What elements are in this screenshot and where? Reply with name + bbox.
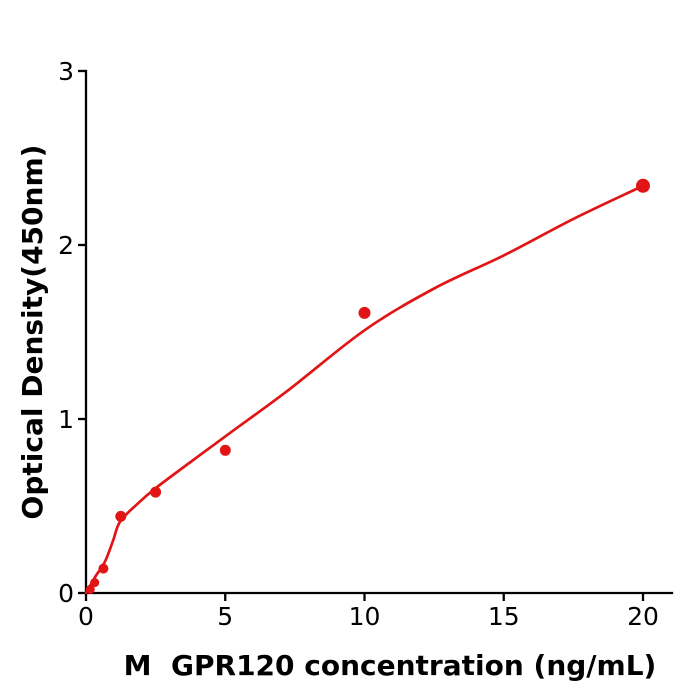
plot-area: 0 5 10 15 20 0 1 2 3	[58, 57, 674, 631]
y-tick-label: 1	[58, 405, 74, 434]
data-point	[115, 510, 127, 522]
x-tick-label: 15	[488, 602, 520, 631]
y-axis-title: Optical Density(450nm)	[16, 145, 49, 520]
y-tick-label: 2	[58, 231, 74, 260]
y-tick-label: 0	[58, 579, 74, 608]
x-tick-label: 5	[217, 602, 233, 631]
x-tick-label: 0	[78, 602, 94, 631]
data-point	[98, 563, 109, 574]
data-point	[636, 178, 650, 193]
x-tick-label: 10	[349, 602, 381, 631]
x-tick-label: 20	[627, 602, 659, 631]
data-point	[85, 585, 95, 594]
y-tick-label: 3	[58, 57, 74, 86]
data-point	[90, 578, 100, 588]
fit-curve-line	[84, 184, 645, 595]
data-point	[150, 486, 162, 498]
x-axis-title: M GPR120 concentration (ng/mL)	[124, 649, 657, 682]
data-point	[219, 444, 231, 456]
data-point	[358, 306, 371, 319]
